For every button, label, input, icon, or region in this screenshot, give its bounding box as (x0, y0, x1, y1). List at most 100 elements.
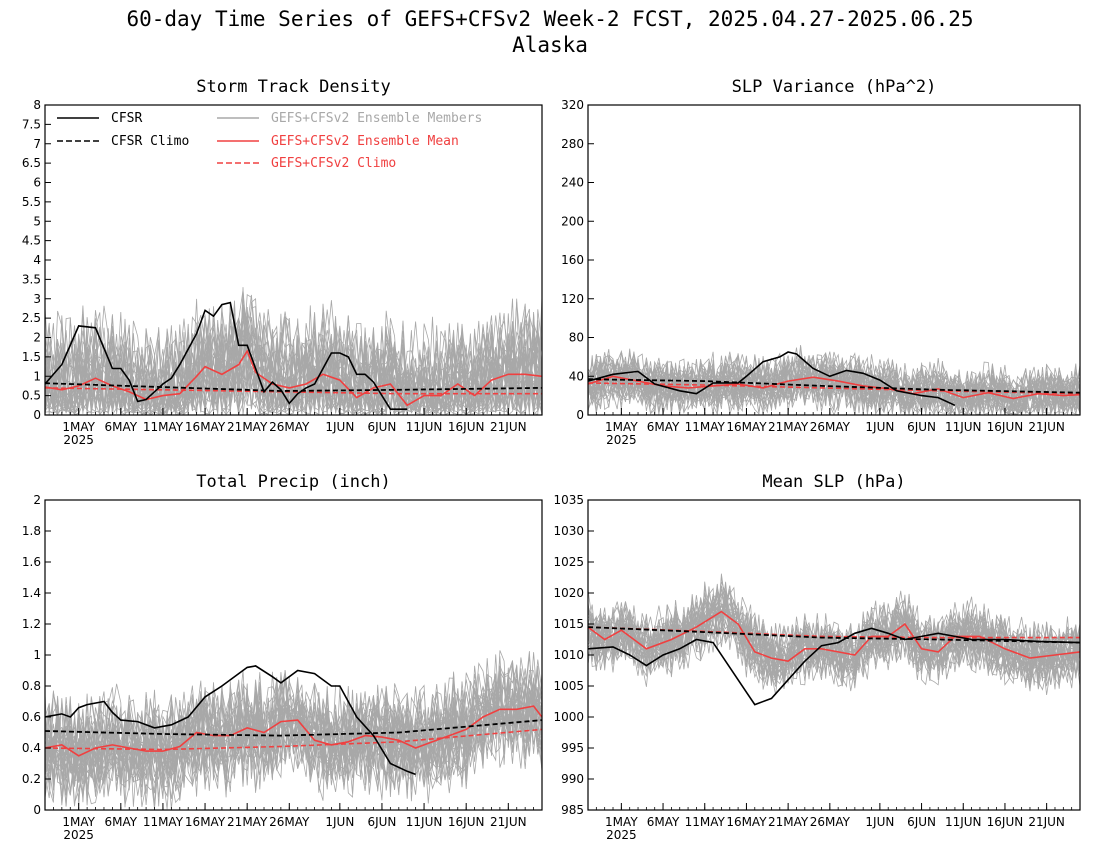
x-tick-label: 21JUN (1028, 420, 1065, 434)
x-tick-label: 1MAY (605, 815, 638, 829)
x-tick-label: 16JUN (448, 420, 485, 434)
y-tick-label: 1020 (553, 586, 584, 600)
y-tick-label: 160 (561, 253, 584, 267)
ensemble-member-line (45, 317, 542, 415)
y-tick-label: 1.5 (22, 350, 41, 364)
x-tick-label: 16MAY (726, 815, 767, 829)
main-title: 60-day Time Series of GEFS+CFSv2 Week-2 … (0, 6, 1100, 58)
y-tick-label: 5 (33, 214, 41, 228)
x-tick-label: 6JUN (907, 420, 936, 434)
x-tick-label: 16JUN (448, 815, 485, 829)
x-tick-label: 11JUN (945, 420, 982, 434)
ensemble-members (45, 287, 542, 415)
y-tick-label: 0 (576, 408, 584, 422)
ensemble-member-line (45, 303, 542, 415)
x-tick-label: 11MAY (685, 815, 726, 829)
x-tick-label: 6MAY (105, 420, 138, 434)
x-tick-label: 1JUN (865, 420, 894, 434)
y-tick-label: 320 (561, 98, 584, 112)
main-title-line2: Alaska (512, 33, 588, 57)
series-line-ens-mean (45, 349, 542, 407)
main-title-line1: 60-day Time Series of GEFS+CFSv2 Week-2 … (126, 7, 974, 31)
x-tick-label: 21JUN (1028, 815, 1065, 829)
x-year-label: 2025 (63, 433, 94, 447)
y-tick-label: 1010 (553, 648, 584, 662)
y-tick-label: 8 (33, 98, 41, 112)
y-tick-label: 0 (33, 408, 41, 422)
x-tick-label: 16MAY (726, 420, 767, 434)
legend-cfsr-label: CFSR (111, 111, 142, 126)
panel-title: Mean SLP (hPa) (762, 472, 905, 492)
series-line-ens-mean (588, 610, 1080, 663)
ensemble-member-line (45, 304, 542, 415)
x-tick-label: 26MAY (269, 815, 310, 829)
x-tick-label: 1MAY (62, 420, 95, 434)
series-line-ens-climo (588, 626, 1080, 639)
x-tick-label: 21JUN (490, 420, 527, 434)
y-tick-label: 120 (561, 292, 584, 306)
ensemble-member-line (588, 603, 1080, 692)
ensemble-member-line (588, 351, 1080, 415)
y-tick-label: 1.6 (22, 555, 41, 569)
x-tick-label: 26MAY (810, 420, 851, 434)
x-tick-label: 6MAY (647, 420, 680, 434)
y-tick-label: 4 (33, 253, 41, 267)
series-line-ens-mean (588, 375, 1080, 400)
x-tick-label: 21JUN (490, 815, 527, 829)
legend-members-label: GEFS+CFSv2 Ensemble Members (271, 111, 482, 126)
ensemble-member-line (45, 298, 542, 415)
x-tick-label: 16MAY (185, 815, 226, 829)
chart-panel-2: SLP Variance (hPa^2) 0 40 80 120 160 200 240 280… (561, 77, 1081, 447)
x-tick-label: 16JUN (987, 815, 1024, 829)
series-line-cfsr (588, 627, 1080, 706)
y-tick-label: 1035 (553, 493, 584, 507)
x-tick-label: 1MAY (62, 815, 95, 829)
y-tick-label: 2 (33, 331, 41, 345)
y-tick-label: 0 (33, 803, 41, 817)
y-tick-label: 990 (561, 772, 584, 786)
y-tick-label: 1.2 (22, 617, 41, 631)
y-tick-label: 995 (561, 741, 584, 755)
x-tick-label: 6MAY (105, 815, 138, 829)
y-tick-label: 5.5 (22, 195, 41, 209)
x-year-label: 2025 (63, 828, 94, 842)
y-tick-label: 0.6 (22, 710, 41, 724)
series-line-ens-climo (45, 728, 542, 751)
ensemble-member-line (588, 583, 1080, 684)
y-tick-label: 3 (33, 292, 41, 306)
y-tick-label: 2 (33, 493, 41, 507)
x-tick-label: 26MAY (810, 815, 851, 829)
y-tick-label: 3.5 (22, 272, 41, 286)
y-tick-label: 1 (33, 369, 41, 383)
ensemble-member-line (45, 308, 542, 415)
x-tick-label: 16JUN (987, 420, 1024, 434)
ensemble-member-line (45, 656, 542, 791)
x-tick-label: 21MAY (227, 815, 268, 829)
ensemble-member-line (588, 353, 1080, 415)
x-tick-label: 21MAY (768, 420, 809, 434)
series-line-ens-climo (588, 382, 1080, 395)
y-tick-label: 1 (33, 648, 41, 662)
x-tick-label: 21MAY (768, 815, 809, 829)
panel-title: Total Precip (inch) (196, 472, 390, 492)
y-tick-label: 0.2 (22, 772, 41, 786)
ensemble-member-line (588, 594, 1080, 681)
x-tick-label: 21MAY (227, 420, 268, 434)
y-tick-label: 0.8 (22, 679, 41, 693)
series-line-cfsr-climo (588, 378, 1080, 394)
y-tick-label: 0.4 (22, 741, 41, 755)
y-tick-label: 7 (33, 137, 41, 151)
y-tick-label: 80 (569, 331, 584, 345)
x-tick-label: 16MAY (185, 420, 226, 434)
x-tick-label: 11JUN (406, 420, 443, 434)
x-tick-label: 1JUN (325, 815, 354, 829)
ensemble-members (588, 573, 1080, 696)
x-tick-label: 1MAY (605, 420, 638, 434)
x-tick-label: 11MAY (143, 420, 184, 434)
series-line-cfsr (45, 665, 416, 776)
y-tick-label: 40 (569, 369, 584, 383)
y-tick-label: 6.5 (22, 156, 41, 170)
y-tick-label: 280 (561, 137, 584, 151)
x-tick-label: 6JUN (907, 815, 936, 829)
